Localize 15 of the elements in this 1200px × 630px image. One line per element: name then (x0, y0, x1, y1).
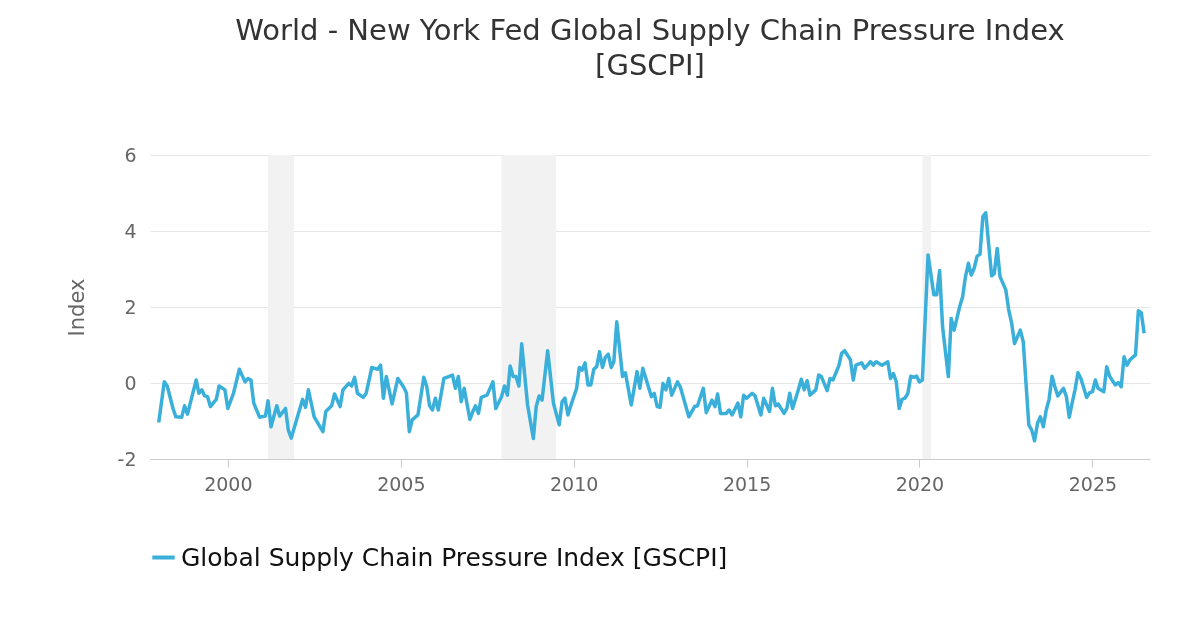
y-tick-label: -2 (117, 447, 137, 470)
x-tick-label: 2020 (895, 472, 945, 495)
y-tick-label: 4 (124, 219, 137, 242)
y-axis-title: Index (64, 278, 89, 337)
x-tick-label: 2015 (722, 472, 772, 495)
chart-title: World - New York Fed Global Supply Chain Pressure Index [GSCPI] (235, 13, 1065, 82)
y-tick-label: 2 (124, 295, 137, 318)
x-tick-label: 2010 (550, 472, 599, 495)
line-series (156, 211, 1146, 443)
x-tick-label: 2025 (1068, 472, 1118, 495)
y-tick-label: 6 (124, 143, 137, 166)
x-tick-label: 2005 (377, 472, 426, 495)
legend-label: Global Supply Chain Pressure Index [GSCPI] (181, 542, 728, 572)
y-tick-label: 0 (124, 371, 137, 394)
x-tick-label: 2000 (204, 472, 253, 495)
